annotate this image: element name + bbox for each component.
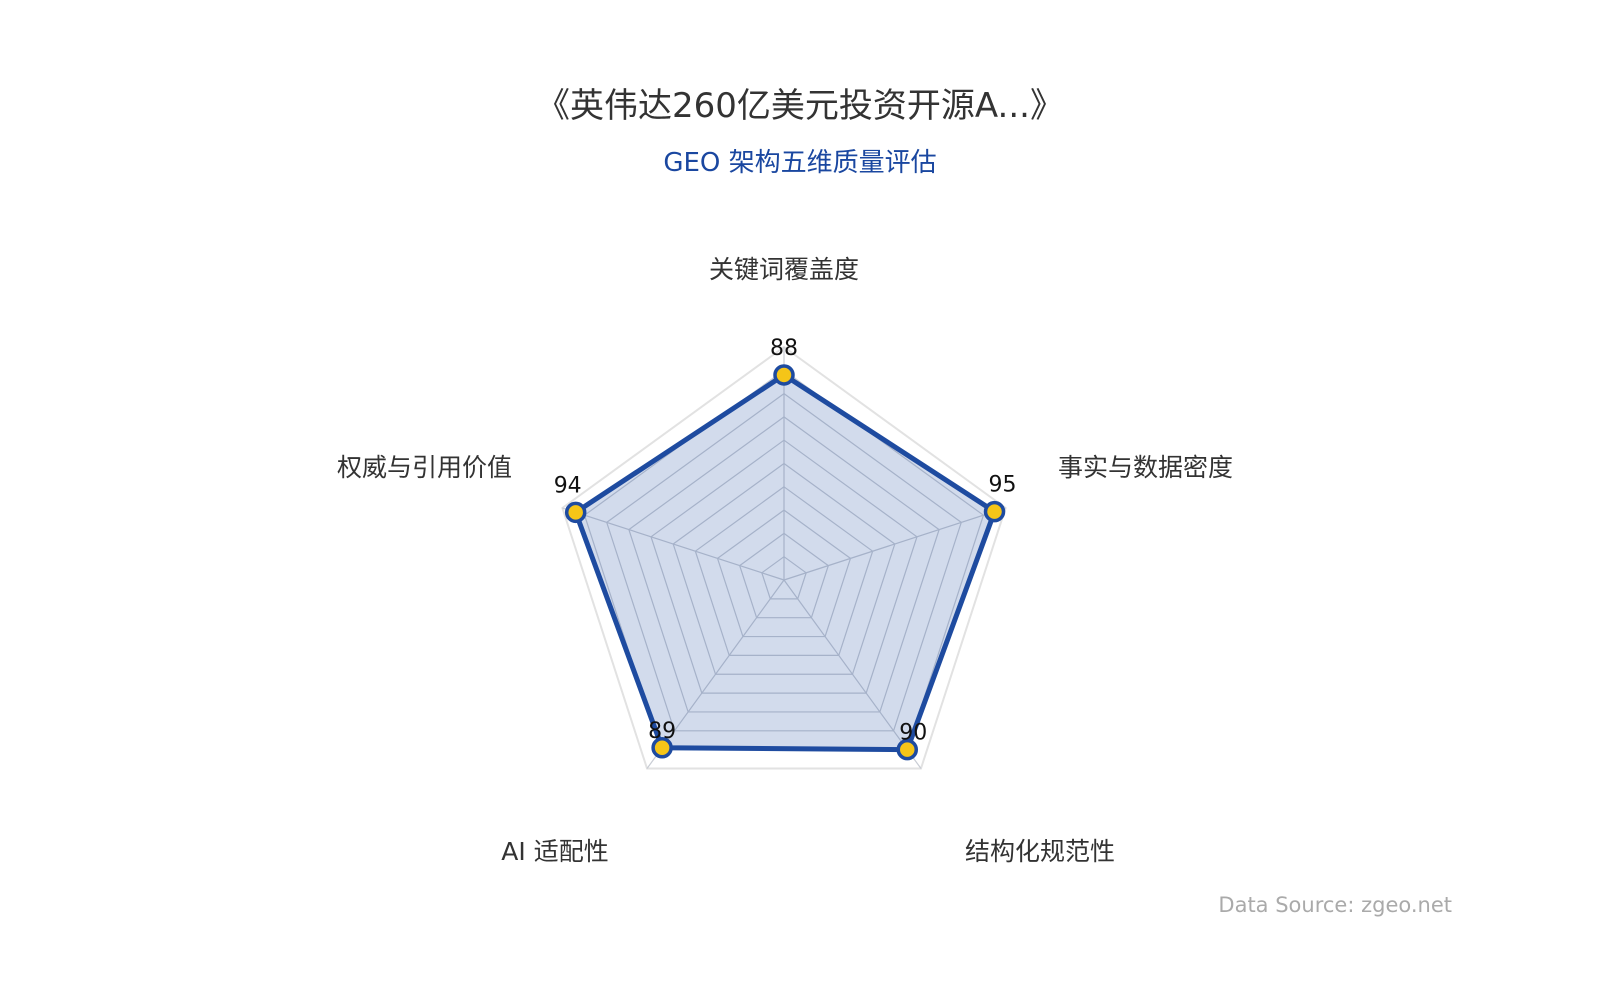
data-point: [651, 737, 673, 759]
data-area: [573, 372, 998, 753]
grid-ring: [716, 509, 852, 638]
grid-ring: [628, 416, 940, 713]
data-point: [983, 500, 1006, 523]
chart-title: 《英伟达260亿美元投资开源A...》: [536, 86, 1064, 126]
axis-label: 权威与引用价值: [337, 453, 512, 482]
axis-label: 结构化规范性: [965, 837, 1115, 866]
data-point: [564, 501, 587, 524]
axis-label: 事实与数据密度: [1058, 453, 1233, 482]
grid-ring: [650, 439, 918, 694]
grid-ring: [761, 555, 807, 600]
data-point: [896, 738, 919, 761]
axis-label: 关键词覆盖度: [709, 255, 859, 284]
value-label: 90: [899, 721, 927, 746]
data-point: [773, 364, 795, 386]
chart-subtitle: GEO 架构五维质量评估: [663, 148, 937, 178]
grid-ring: [694, 486, 874, 657]
data-source: Data Source: zgeo.net: [1218, 893, 1452, 917]
value-label: 89: [648, 719, 676, 744]
value-label: 94: [554, 473, 582, 498]
grid-ring: [738, 532, 830, 619]
axis-label: AI 适配性: [501, 837, 608, 866]
axis-line: [783, 507, 1006, 581]
value-label: 88: [770, 336, 798, 361]
axis-line: [646, 579, 785, 769]
grid-ring: [672, 462, 896, 675]
axis-line: [562, 507, 785, 581]
value-label: 95: [989, 473, 1017, 498]
axis-line: [783, 579, 922, 769]
grid-ring: [606, 392, 962, 732]
grid-ring: [561, 345, 1007, 770]
